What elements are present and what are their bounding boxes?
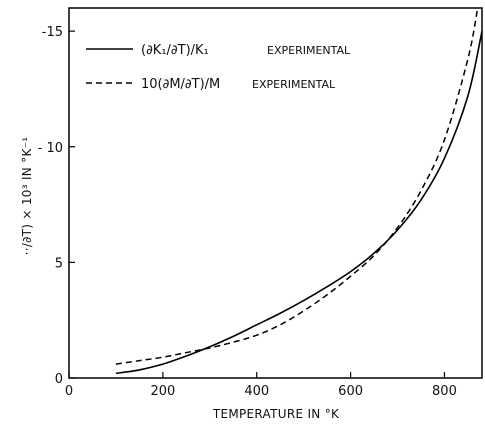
- legend-label-1: 10(∂M/∂T)/M: [141, 77, 220, 92]
- series-line-0: [115, 30, 482, 375]
- x-tick-label-4: 800: [432, 384, 457, 399]
- y-tick-label-2: - 10: [38, 141, 63, 156]
- y-tick-label-1: 5: [55, 256, 63, 271]
- series-layer: [115, 10, 482, 375]
- x-tick-label-0: 0: [65, 384, 73, 399]
- legend-label-0: (∂K₁/∂T)/K₁: [141, 43, 209, 58]
- x-tick-label-1: 200: [150, 384, 175, 399]
- y-tick-label-0: 0: [55, 372, 63, 387]
- plot-frame: [68, 7, 483, 379]
- legend-suffix-1: EXPERIMENTAL: [252, 78, 336, 91]
- axes: 0 200 400 600 800 0 5 - 10 -15: [38, 7, 483, 399]
- series-line-1: [115, 10, 479, 365]
- x-tick-label-3: 600: [338, 384, 363, 399]
- x-tick-label-2: 400: [244, 384, 269, 399]
- y-axis-label: ··/∂T) × 10³ IN °K⁻¹: [20, 137, 34, 256]
- legend-suffix-0: EXPERIMENTAL: [267, 44, 351, 57]
- x-axis-label: TEMPERATURE IN °K: [212, 407, 340, 421]
- y-tick-label-3: -15: [42, 25, 63, 40]
- legend: (∂K₁/∂T)/K₁ EXPERIMENTAL 10(∂M/∂T)/M EXP…: [86, 43, 351, 92]
